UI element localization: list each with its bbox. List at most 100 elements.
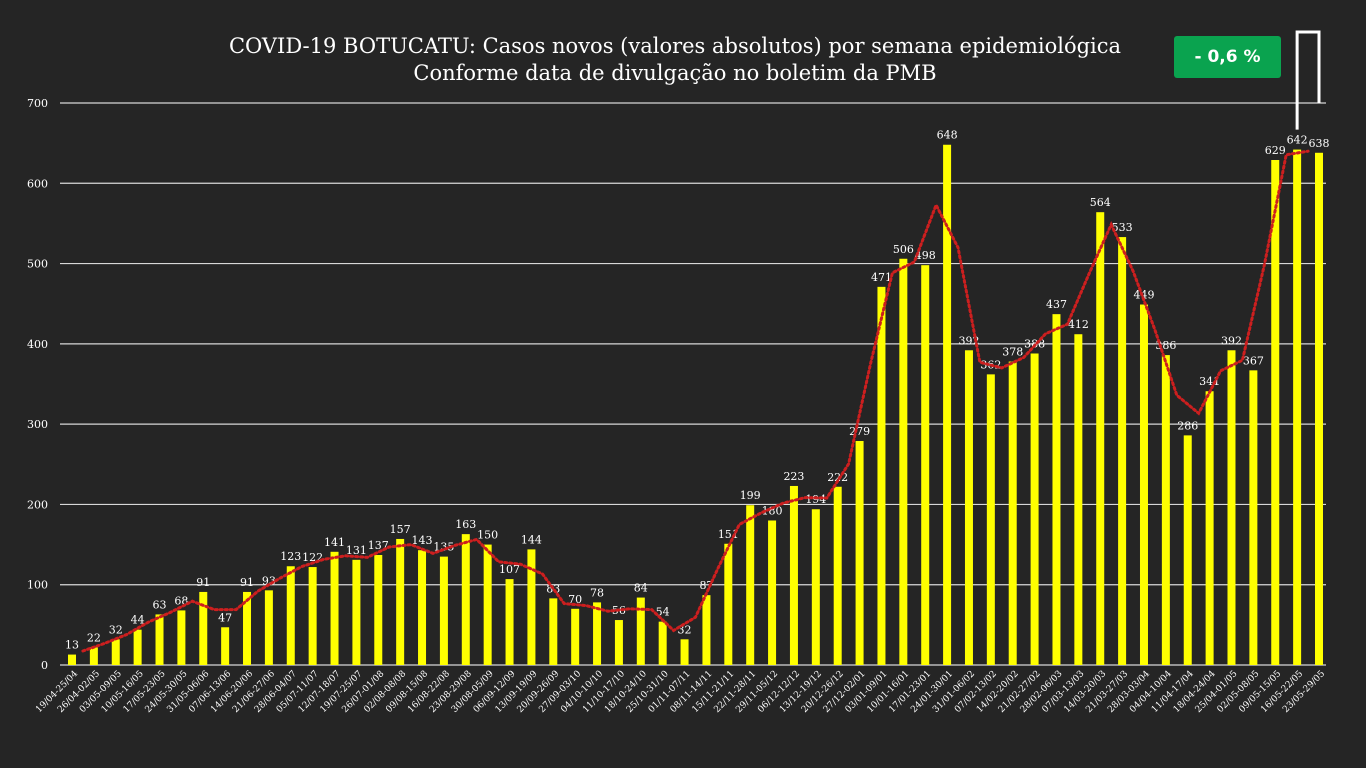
bar — [1205, 391, 1214, 665]
data-label: 392 — [1221, 334, 1242, 347]
bar — [286, 566, 295, 665]
data-label: 157 — [390, 523, 411, 536]
bar — [593, 602, 602, 665]
bar — [986, 374, 995, 665]
y-tick-label: 400 — [27, 338, 48, 351]
bar — [461, 534, 470, 665]
bar — [1052, 314, 1061, 665]
data-label: 286 — [1177, 419, 1198, 432]
data-label: 63 — [153, 598, 167, 611]
bar — [1118, 237, 1127, 665]
chart-title: COVID-19 BOTUCATU: Casos novos (valores … — [228, 34, 1122, 58]
data-label: 163 — [455, 518, 476, 531]
bar — [133, 629, 142, 665]
data-label: 564 — [1090, 196, 1111, 209]
bar — [964, 350, 973, 665]
data-label: 180 — [762, 504, 783, 517]
data-label: 279 — [849, 425, 870, 438]
bar — [418, 550, 427, 665]
data-label: 378 — [1002, 346, 1023, 359]
data-label: 194 — [805, 493, 826, 506]
bar — [877, 286, 886, 665]
y-tick-label: 300 — [27, 418, 48, 431]
data-label: 223 — [783, 470, 804, 483]
data-label: 22 — [87, 631, 101, 644]
bar — [680, 639, 689, 665]
bar — [439, 556, 448, 665]
bar — [374, 555, 383, 665]
data-label: 150 — [477, 529, 498, 542]
bar — [1074, 334, 1083, 665]
bar — [243, 591, 252, 665]
bar — [943, 144, 952, 666]
bar — [199, 591, 208, 665]
data-label: 341 — [1199, 375, 1220, 388]
bar — [505, 579, 514, 665]
bar — [177, 610, 186, 665]
bar — [571, 608, 580, 665]
data-label: 13 — [65, 639, 79, 652]
data-label: 533 — [1112, 221, 1133, 234]
data-label: 629 — [1265, 144, 1286, 157]
bar — [89, 647, 98, 665]
bar — [1161, 355, 1170, 665]
data-label: 367 — [1243, 354, 1264, 367]
bar — [396, 538, 405, 665]
data-label: 144 — [521, 533, 542, 546]
bar — [155, 614, 164, 665]
bar — [1183, 435, 1192, 665]
data-label: 642 — [1287, 134, 1308, 147]
bar — [1271, 160, 1280, 665]
bar — [221, 627, 230, 665]
y-tick-label: 0 — [41, 659, 48, 672]
change-badge: - 0,6 % — [1174, 36, 1281, 78]
bar — [264, 590, 273, 665]
data-label: 638 — [1309, 137, 1330, 150]
bar — [921, 265, 930, 665]
y-tick-label: 700 — [27, 97, 48, 110]
data-label: 648 — [937, 129, 958, 142]
data-label: 131 — [346, 544, 367, 557]
data-label: 123 — [280, 550, 301, 563]
bar — [1315, 152, 1323, 665]
y-tick-label: 200 — [27, 498, 48, 511]
bar — [549, 598, 558, 665]
data-label: 449 — [1133, 289, 1154, 302]
data-label: 78 — [590, 586, 604, 599]
bar — [1096, 212, 1105, 665]
data-label: 68 — [174, 594, 188, 607]
bar — [1008, 361, 1017, 665]
data-label: 498 — [915, 249, 936, 262]
bar — [833, 486, 842, 665]
data-label: 84 — [634, 582, 648, 595]
data-label: 437 — [1046, 298, 1067, 311]
bar — [483, 544, 492, 665]
data-label: 141 — [324, 536, 345, 549]
y-tick-label: 500 — [27, 258, 48, 271]
chart-subtitle: Conforme data de divulgação no boletim d… — [413, 61, 937, 85]
data-label: 199 — [740, 489, 761, 502]
bar — [1249, 370, 1258, 665]
trend-line — [81, 149, 1310, 653]
comparison-bracket — [1295, 30, 1321, 130]
bar — [1293, 149, 1302, 665]
data-label: 70 — [568, 593, 582, 606]
bar — [1030, 353, 1039, 665]
y-tick-label: 600 — [27, 177, 48, 190]
data-label: 44 — [131, 614, 145, 627]
bar — [352, 559, 361, 665]
data-label: 471 — [871, 271, 892, 284]
bar — [746, 505, 755, 665]
bar — [724, 543, 733, 665]
data-label: 91 — [240, 576, 254, 589]
bar — [1139, 304, 1148, 665]
bar — [68, 654, 76, 665]
bar — [702, 595, 711, 665]
bar — [308, 567, 317, 665]
bar — [811, 509, 820, 665]
bar — [111, 639, 120, 665]
data-label: 32 — [109, 623, 123, 636]
bar — [614, 620, 623, 665]
